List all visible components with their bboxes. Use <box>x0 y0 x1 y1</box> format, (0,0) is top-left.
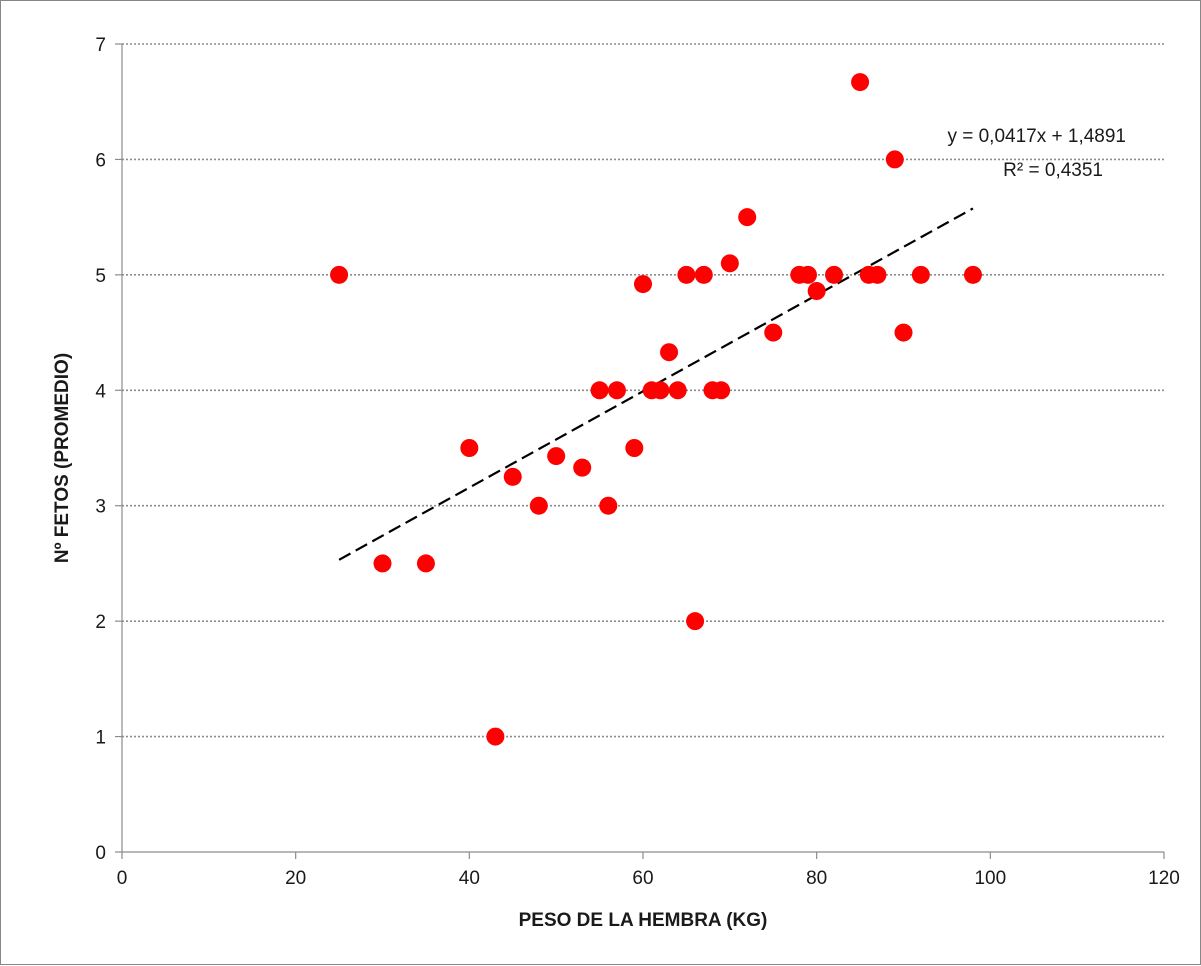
data-point <box>660 343 679 362</box>
x-tick-label: 120 <box>1148 868 1180 889</box>
data-point <box>373 554 392 573</box>
y-tick-label: 3 <box>95 497 106 518</box>
data-point <box>330 265 349 284</box>
x-tick-label: 100 <box>974 868 1006 889</box>
y-tick-label: 0 <box>95 843 106 864</box>
data-point <box>668 381 687 400</box>
y-tick-label: 6 <box>95 150 106 171</box>
x-tick-label: 80 <box>806 868 827 889</box>
data-point <box>416 554 435 573</box>
data-point <box>885 150 904 169</box>
data-point <box>868 265 887 284</box>
data-point <box>573 458 592 477</box>
gridlines <box>122 43 1164 738</box>
y-tick-label: 5 <box>95 266 106 287</box>
data-point <box>607 381 626 400</box>
data-point <box>807 282 826 301</box>
data-point <box>911 265 930 284</box>
data-point <box>851 73 870 92</box>
data-point <box>486 727 505 746</box>
data-point <box>798 265 817 284</box>
data-point <box>720 254 739 273</box>
data-point <box>599 496 618 515</box>
data-point <box>963 265 982 284</box>
labels: PESO DE LA HEMBRA (KG) Nº FETOS (PROMEDI… <box>52 126 1126 931</box>
data-point <box>634 275 652 294</box>
data-point <box>625 439 644 457</box>
x-axis-title: PESO DE LA HEMBRA (KG) <box>519 910 768 931</box>
x-tick-label: 40 <box>459 868 480 889</box>
x-tick-label: 20 <box>285 868 306 889</box>
data-point <box>694 265 713 284</box>
data-point <box>764 323 783 342</box>
y-tick-label: 7 <box>95 35 106 56</box>
data-point <box>712 381 731 400</box>
y-tick-label: 2 <box>95 612 106 633</box>
y-axis-title: Nº FETOS (PROMEDIO) <box>52 353 73 563</box>
data-point <box>825 265 844 284</box>
y-tick-label: 1 <box>95 728 106 749</box>
data-point <box>686 612 705 631</box>
data-point <box>738 208 757 227</box>
data-point <box>894 323 913 342</box>
y-tick-label: 4 <box>95 381 106 402</box>
data-points <box>330 73 982 746</box>
x-tick-label: 60 <box>632 868 653 889</box>
data-point <box>677 265 696 284</box>
x-tick-label: 0 <box>117 868 128 889</box>
data-point <box>547 447 566 466</box>
trendline-equation: y = 0,0417x + 1,4891 <box>947 126 1126 147</box>
data-point <box>590 381 609 400</box>
data-point <box>529 496 548 515</box>
data-point <box>460 439 479 457</box>
axes: 0 1 2 3 4 5 6 7 0 20 40 60 80 100 120 <box>95 35 1179 889</box>
data-point <box>651 381 670 400</box>
data-point <box>503 467 522 486</box>
trendline-r-squared: R² = 0,4351 <box>1003 160 1103 181</box>
